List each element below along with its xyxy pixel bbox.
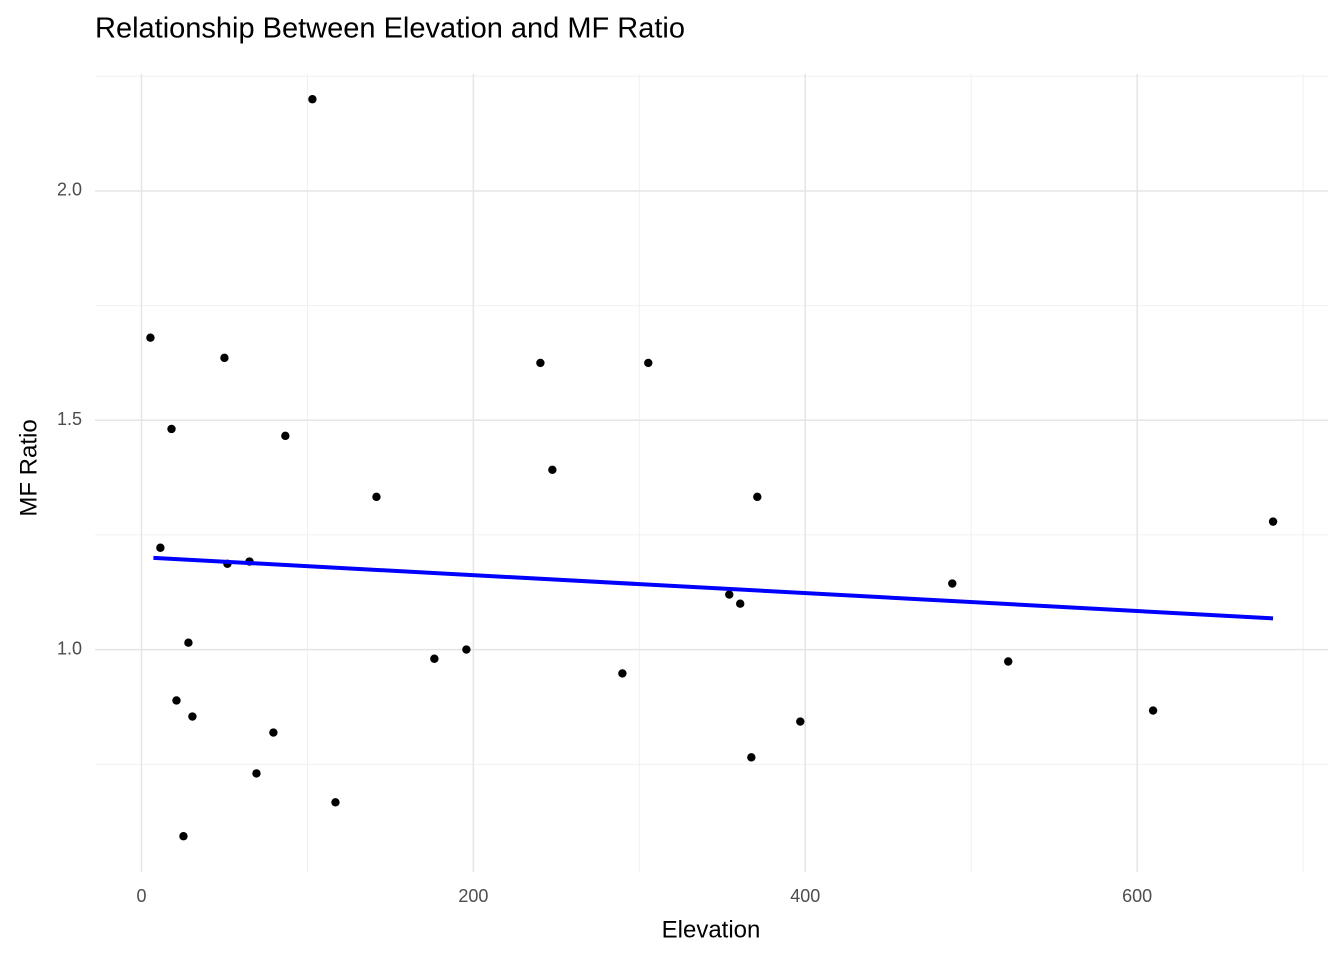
point [308,95,317,104]
x-tick-label: 600 [1122,886,1152,906]
point [172,696,181,705]
point [1268,517,1278,526]
point [1004,657,1013,666]
point [618,669,627,678]
point [462,645,471,654]
point [948,579,957,588]
y-tick-label: 2.0 [57,180,82,200]
point [372,492,381,502]
point [179,832,188,841]
point [269,728,278,737]
point [156,543,165,552]
point [146,333,155,342]
point [736,599,745,608]
x-axis-label: Elevation [662,916,761,943]
point [1148,706,1158,715]
x-tick-label: 400 [790,886,820,906]
point [252,769,261,778]
point [184,638,193,647]
trend-line [153,555,1274,621]
point [747,753,756,762]
point [331,798,340,807]
point [644,358,653,368]
point [167,424,176,434]
chart-title: Relationship Between Elevation and MF Ra… [95,13,685,45]
x-tick-label: 200 [458,886,488,906]
y-axis-label: MF Ratio [15,419,42,516]
point [430,654,439,663]
point [796,717,805,726]
point [725,590,734,599]
x-tick-label: 0 [136,886,146,906]
point [536,358,545,368]
point [548,465,557,474]
y-tick-label: 1.5 [57,409,82,429]
point [220,353,229,363]
point [753,492,762,502]
point [281,431,290,441]
point [188,712,197,721]
y-tick-label: 1.0 [57,638,82,658]
